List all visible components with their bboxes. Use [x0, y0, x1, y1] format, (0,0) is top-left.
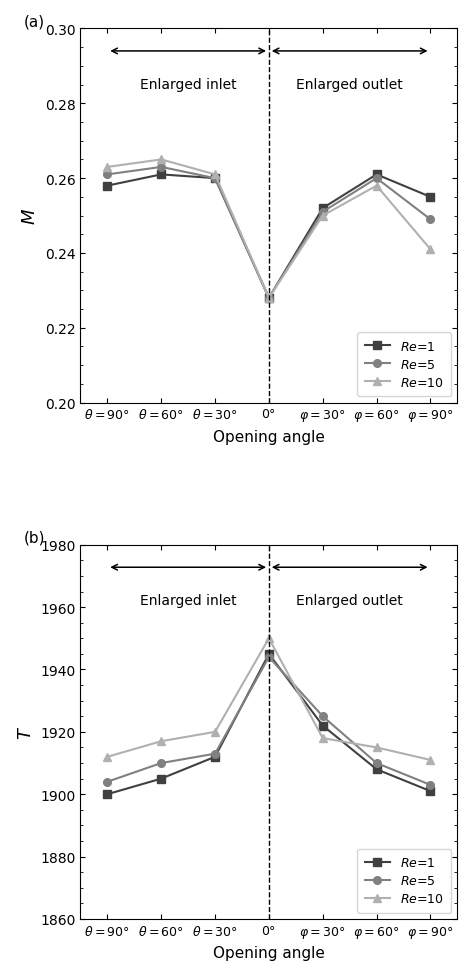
Text: Enlarged outlet: Enlarged outlet	[296, 594, 403, 608]
$Re$=10	[158, 736, 164, 747]
Text: (a): (a)	[24, 15, 45, 29]
$Re$=1	[428, 191, 433, 203]
Line: $Re$=5: $Re$=5	[103, 164, 434, 302]
$Re$=10	[266, 293, 272, 305]
$Re$=10	[374, 181, 379, 192]
$Re$=5	[212, 173, 218, 185]
$Re$=5	[105, 776, 110, 787]
$Re$=5	[158, 162, 164, 174]
Y-axis label: $M$: $M$	[21, 208, 39, 225]
$Re$=5	[428, 780, 433, 791]
$Re$=1	[428, 786, 433, 797]
Text: Enlarged inlet: Enlarged inlet	[140, 594, 237, 608]
Text: Enlarged inlet: Enlarged inlet	[140, 78, 237, 92]
Line: $Re$=1: $Re$=1	[103, 171, 434, 302]
$Re$=1	[212, 173, 218, 185]
$Re$=10	[374, 742, 379, 753]
$Re$=1	[105, 181, 110, 192]
$Re$=10	[105, 751, 110, 763]
$Re$=5	[374, 757, 379, 769]
$Re$=10	[428, 244, 433, 256]
X-axis label: Opening angle: Opening angle	[213, 946, 325, 960]
$Re$=5	[266, 293, 272, 305]
$Re$=5	[320, 710, 326, 722]
$Re$=1	[320, 203, 326, 215]
$Re$=1	[266, 293, 272, 305]
Line: $Re$=5: $Re$=5	[103, 654, 434, 788]
$Re$=5	[266, 652, 272, 663]
Text: (b): (b)	[24, 531, 46, 545]
$Re$=5	[374, 173, 379, 185]
Y-axis label: $T$: $T$	[17, 725, 35, 740]
Text: Enlarged outlet: Enlarged outlet	[296, 78, 403, 92]
Line: $Re$=10: $Re$=10	[103, 156, 434, 302]
$Re$=5	[212, 748, 218, 760]
$Re$=5	[428, 214, 433, 226]
$Re$=5	[158, 757, 164, 769]
$Re$=10	[212, 726, 218, 738]
$Re$=1	[266, 649, 272, 660]
$Re$=5	[320, 207, 326, 219]
$Re$=10	[320, 210, 326, 222]
$Re$=1	[374, 169, 379, 181]
$Re$=10	[428, 754, 433, 766]
$Re$=1	[374, 764, 379, 776]
Legend: $Re$=1, $Re$=5, $Re$=10: $Re$=1, $Re$=5, $Re$=10	[357, 333, 451, 397]
Line: $Re$=10: $Re$=10	[103, 635, 434, 764]
$Re$=5	[105, 169, 110, 181]
$Re$=1	[320, 720, 326, 732]
$Re$=10	[158, 154, 164, 166]
$Re$=1	[105, 788, 110, 800]
$Re$=1	[212, 751, 218, 763]
$Re$=1	[158, 169, 164, 181]
$Re$=1	[158, 773, 164, 785]
Legend: $Re$=1, $Re$=5, $Re$=10: $Re$=1, $Re$=5, $Re$=10	[357, 849, 451, 913]
$Re$=10	[266, 633, 272, 645]
$Re$=10	[105, 162, 110, 174]
Line: $Re$=1: $Re$=1	[103, 651, 434, 798]
X-axis label: Opening angle: Opening angle	[213, 430, 325, 445]
$Re$=10	[320, 733, 326, 744]
$Re$=10	[212, 169, 218, 181]
